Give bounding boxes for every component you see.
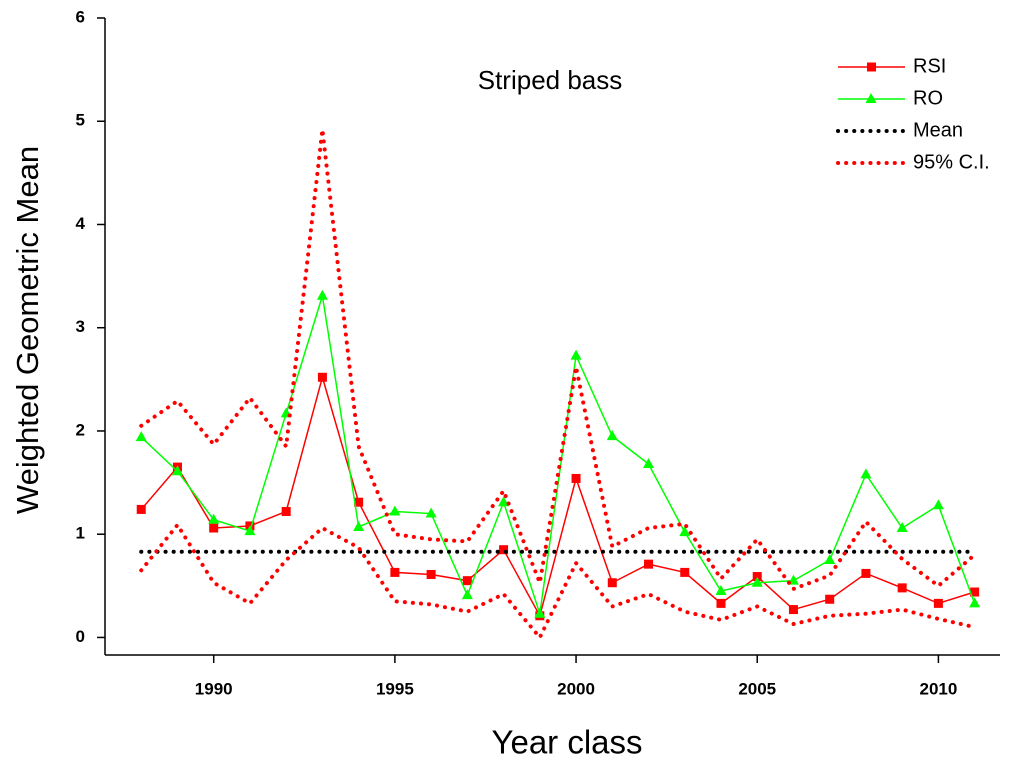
marker: [644, 559, 654, 569]
marker: [171, 465, 183, 476]
y-tick-label: 3: [76, 317, 85, 336]
marker: [716, 598, 726, 608]
marker: [896, 522, 908, 533]
marker: [861, 568, 871, 578]
y-tick-label: 6: [76, 7, 85, 26]
legend-label: RO: [913, 87, 943, 109]
marker: [244, 525, 256, 536]
marker: [389, 505, 401, 516]
x-tick-label: 1995: [376, 679, 414, 698]
marker: [933, 598, 943, 608]
marker: [606, 430, 618, 441]
x-tick-label: 2005: [738, 679, 776, 698]
marker: [751, 576, 763, 587]
x-tick-label: 2010: [919, 679, 957, 698]
y-tick-label: 5: [76, 111, 85, 130]
marker: [499, 545, 509, 555]
marker: [571, 473, 581, 483]
marker: [426, 569, 436, 579]
marker: [570, 349, 582, 360]
marker: [788, 605, 798, 615]
marker: [462, 576, 472, 586]
ci-upper: [139, 129, 977, 592]
marker: [281, 506, 291, 516]
ci-lower: [139, 521, 977, 642]
marker: [353, 520, 365, 531]
marker: [680, 567, 690, 577]
marker: [860, 468, 872, 479]
marker: [752, 572, 762, 582]
marker: [461, 589, 473, 600]
marker: [970, 587, 980, 597]
y-tick-label: 1: [76, 524, 85, 543]
marker: [643, 458, 655, 469]
marker: [390, 567, 400, 577]
marker: [354, 497, 364, 507]
marker: [498, 496, 510, 507]
marker: [607, 578, 617, 588]
annotation: Striped bass: [478, 65, 623, 95]
marker: [317, 372, 327, 382]
marker: [425, 507, 437, 518]
legend-label: 95% C.I.: [913, 151, 990, 173]
marker: [136, 504, 146, 514]
legend-label: Mean: [913, 119, 963, 141]
y-tick-label: 2: [76, 420, 85, 439]
y-axis-title: Weighted Geometric Mean: [10, 146, 45, 514]
marker: [209, 523, 219, 533]
marker: [825, 594, 835, 604]
marker: [715, 584, 727, 595]
y-tick-label: 0: [76, 627, 85, 646]
marker: [824, 554, 836, 565]
marker: [135, 431, 147, 442]
y-tick-label: 4: [76, 214, 86, 233]
x-axis-title: Year class: [491, 724, 642, 761]
series-line: [140, 295, 976, 614]
x-tick-label: 2000: [557, 679, 595, 698]
marker: [897, 583, 907, 593]
legend-marker: [867, 62, 876, 72]
legend-label: RSI: [913, 55, 946, 77]
marker: [208, 513, 220, 524]
marker: [679, 526, 691, 537]
marker: [969, 597, 981, 608]
marker: [316, 289, 328, 300]
x-tick-label: 1990: [195, 679, 233, 698]
series-line: [140, 374, 975, 618]
marker: [932, 499, 944, 510]
marker: [534, 607, 546, 618]
legend-marker: [865, 93, 877, 103]
